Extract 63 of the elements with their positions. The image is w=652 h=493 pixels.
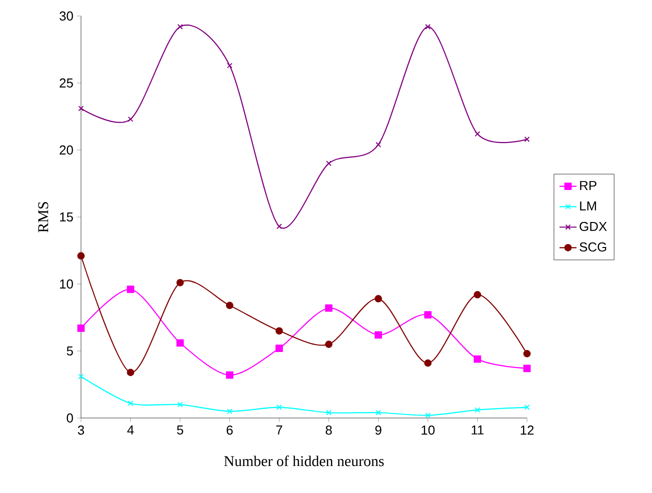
legend-label: RP: [580, 181, 596, 190]
x-tick-label: 3: [78, 426, 84, 435]
point: [177, 402, 183, 408]
point: [425, 24, 431, 30]
point: [424, 359, 432, 367]
y-tick-label: 20: [60, 145, 73, 155]
point: [474, 291, 482, 298]
legend-label: GDX: [580, 222, 607, 232]
point: [523, 364, 531, 372]
point: [78, 106, 84, 112]
point: [77, 252, 85, 260]
y-axis-title: RMS: [38, 202, 48, 232]
y-tick-label: 10: [60, 279, 73, 289]
x-tick-label: 4: [127, 426, 134, 434]
point: [326, 160, 332, 166]
x-tick-label: 11: [472, 426, 484, 434]
point: [276, 327, 283, 335]
x-tick-label: 7: [276, 426, 282, 434]
point: [276, 404, 282, 410]
point: [523, 350, 531, 358]
point: [226, 371, 234, 379]
point: [226, 302, 234, 310]
point: [177, 24, 183, 30]
point: [325, 340, 332, 348]
point: [126, 286, 134, 294]
point: [276, 224, 282, 230]
point: [524, 136, 530, 142]
legend-label: SCG: [580, 242, 606, 252]
point: [474, 355, 482, 363]
y-tick-label: 0: [66, 413, 73, 423]
point: [376, 142, 382, 148]
point: [474, 131, 480, 137]
point: [276, 344, 283, 352]
legend-label: LM: [580, 201, 596, 210]
y-tick-label: 30: [60, 11, 73, 21]
x-axis-title: Number of hidden neurons: [224, 456, 384, 466]
point: [226, 62, 232, 68]
y-tick-label: 25: [60, 78, 73, 88]
x-tick-label: 6: [226, 426, 233, 435]
point: [176, 278, 184, 286]
point: [424, 311, 432, 319]
point: [325, 304, 332, 312]
x-tick-label: 10: [422, 426, 435, 435]
point: [78, 374, 84, 380]
x-tick-label: 12: [520, 426, 534, 435]
point: [128, 116, 134, 122]
point: [374, 331, 382, 339]
x-tick-label: 5: [177, 426, 184, 435]
point: [176, 339, 184, 347]
x-tick-label: 8: [326, 426, 332, 435]
point: [474, 407, 480, 413]
point: [77, 324, 85, 332]
point: [128, 400, 134, 406]
point: [425, 412, 431, 418]
point: [326, 410, 332, 416]
x-tick-label: 9: [375, 426, 382, 435]
point: [376, 410, 382, 416]
point: [226, 408, 232, 414]
y-tick-label: 15: [60, 212, 73, 222]
point: [374, 295, 382, 302]
point: [126, 368, 134, 376]
y-tick-label: 5: [66, 346, 73, 356]
point: [524, 404, 530, 410]
